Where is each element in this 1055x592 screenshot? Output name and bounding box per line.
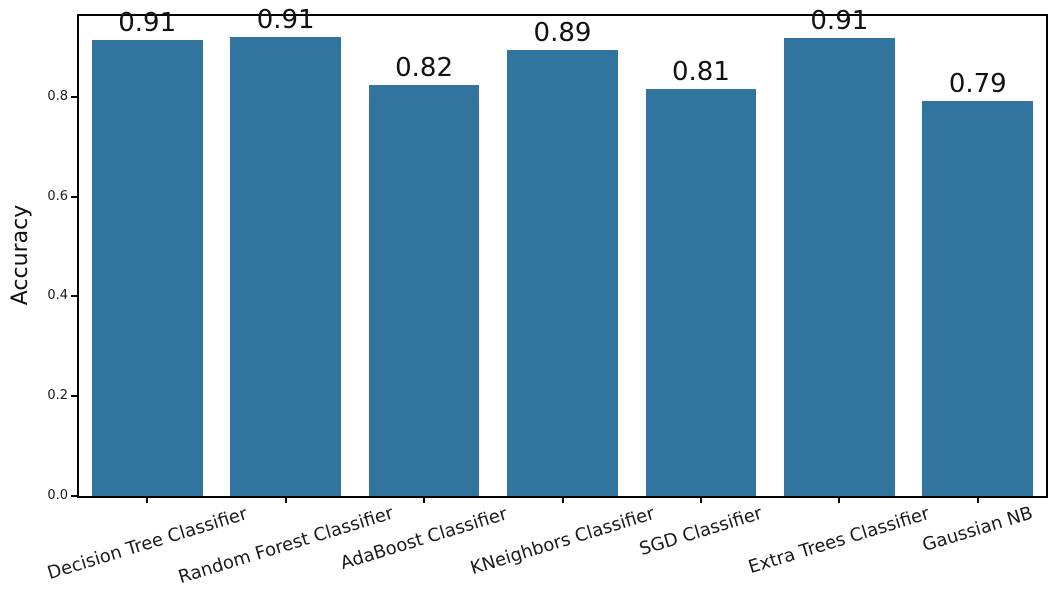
y-tick-mark bbox=[71, 295, 78, 298]
x-tick-label: Extra Trees Classifier bbox=[746, 502, 933, 579]
x-tick-label: Gaussian NB bbox=[920, 502, 1036, 557]
bar bbox=[230, 37, 341, 496]
bar-value-label: 0.81 bbox=[671, 57, 730, 88]
x-tick-mark bbox=[699, 496, 702, 503]
bar-value-label: 0.91 bbox=[118, 7, 177, 38]
x-tick-label: SGD Classifier bbox=[636, 502, 765, 561]
bar-value-label: 0.82 bbox=[395, 53, 453, 84]
bar-value-label: 0.89 bbox=[533, 17, 592, 48]
bar bbox=[368, 85, 480, 496]
y-tick-mark bbox=[71, 95, 78, 98]
bar bbox=[507, 49, 618, 496]
y-tick-label: 0.6 bbox=[47, 188, 68, 204]
bar-value-label: 0.91 bbox=[256, 5, 315, 36]
bar bbox=[922, 100, 1034, 496]
y-tick-label: 0.0 bbox=[47, 488, 68, 503]
x-tick-mark bbox=[423, 496, 426, 503]
y-tick-label: 0.2 bbox=[47, 388, 68, 404]
y-tick-mark bbox=[71, 195, 78, 198]
bar-value-label: 0.79 bbox=[948, 68, 1007, 99]
y-tick-mark bbox=[71, 395, 78, 398]
y-tick-label: 0.4 bbox=[47, 288, 68, 304]
bar-value-label: 0.91 bbox=[810, 5, 869, 36]
y-tick-mark bbox=[71, 495, 78, 497]
bar bbox=[645, 89, 757, 496]
bar bbox=[91, 39, 203, 496]
x-tick-mark bbox=[976, 496, 979, 503]
x-tick-mark bbox=[561, 496, 564, 503]
x-tick-mark bbox=[284, 496, 287, 503]
y-tick-label: 0.8 bbox=[47, 88, 68, 104]
x-tick-mark bbox=[146, 496, 149, 503]
bar bbox=[783, 37, 895, 496]
x-tick-mark bbox=[838, 496, 841, 503]
